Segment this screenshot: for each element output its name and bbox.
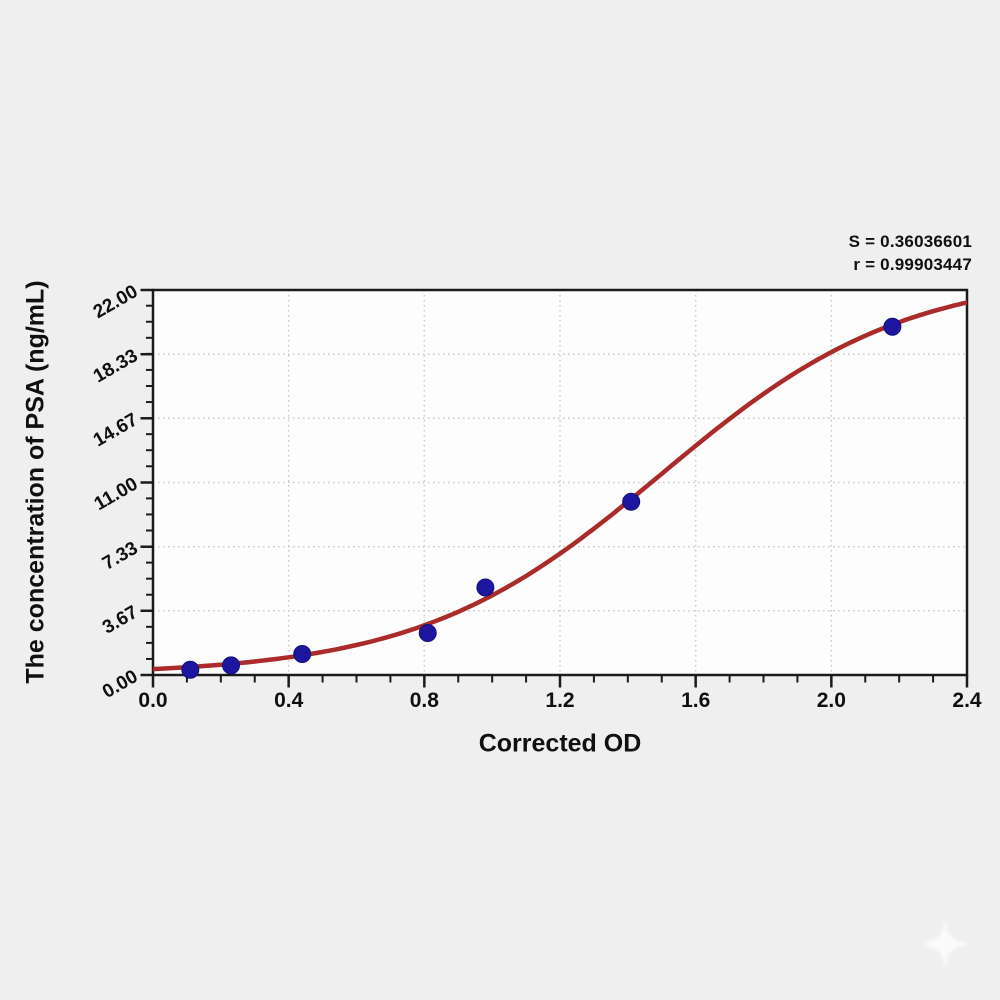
data-point bbox=[293, 645, 312, 663]
fit-curve bbox=[153, 300, 967, 672]
x-tick-label: 2.0 bbox=[817, 689, 846, 712]
data-point bbox=[476, 578, 495, 597]
x-tick-label: 0.0 bbox=[138, 689, 167, 712]
x-tick-label: 0.4 bbox=[274, 689, 304, 712]
y-tick-label: 0.00 bbox=[99, 666, 142, 703]
x-axis-title: Corrected OD bbox=[478, 729, 642, 758]
data-point bbox=[883, 317, 902, 336]
plot-area bbox=[153, 290, 967, 675]
fit-statistics: S = 0.36036601 r = 0.99903447 bbox=[849, 230, 972, 276]
stat-s: S = 0.36036601 bbox=[848, 232, 972, 251]
y-tick-label: 22.00 bbox=[90, 281, 142, 323]
y-tick-label: 7.33 bbox=[99, 538, 142, 575]
data-point bbox=[181, 660, 200, 679]
x-tick-label: 0.8 bbox=[410, 689, 440, 712]
stat-r: r = 0.99903447 bbox=[853, 255, 972, 274]
plot-frame bbox=[151, 288, 969, 677]
y-tick-label: 11.00 bbox=[91, 474, 142, 515]
sparkle-shape bbox=[921, 918, 969, 970]
y-tick-label: 14.67 bbox=[90, 409, 142, 451]
x-tick-label: 1.6 bbox=[681, 689, 710, 712]
data-point bbox=[622, 492, 641, 511]
x-tick-label: 1.2 bbox=[545, 689, 574, 712]
data-point bbox=[418, 624, 437, 642]
y-tick-label: 18.33 bbox=[90, 345, 142, 387]
y-tick-label: 3.67 bbox=[99, 602, 142, 639]
x-tick-label: 2.4 bbox=[952, 689, 982, 712]
data-point bbox=[222, 656, 241, 675]
sparkle-watermark-icon bbox=[921, 918, 969, 970]
y-axis-title: The concentration of PSA (ng/mL) bbox=[21, 280, 50, 684]
